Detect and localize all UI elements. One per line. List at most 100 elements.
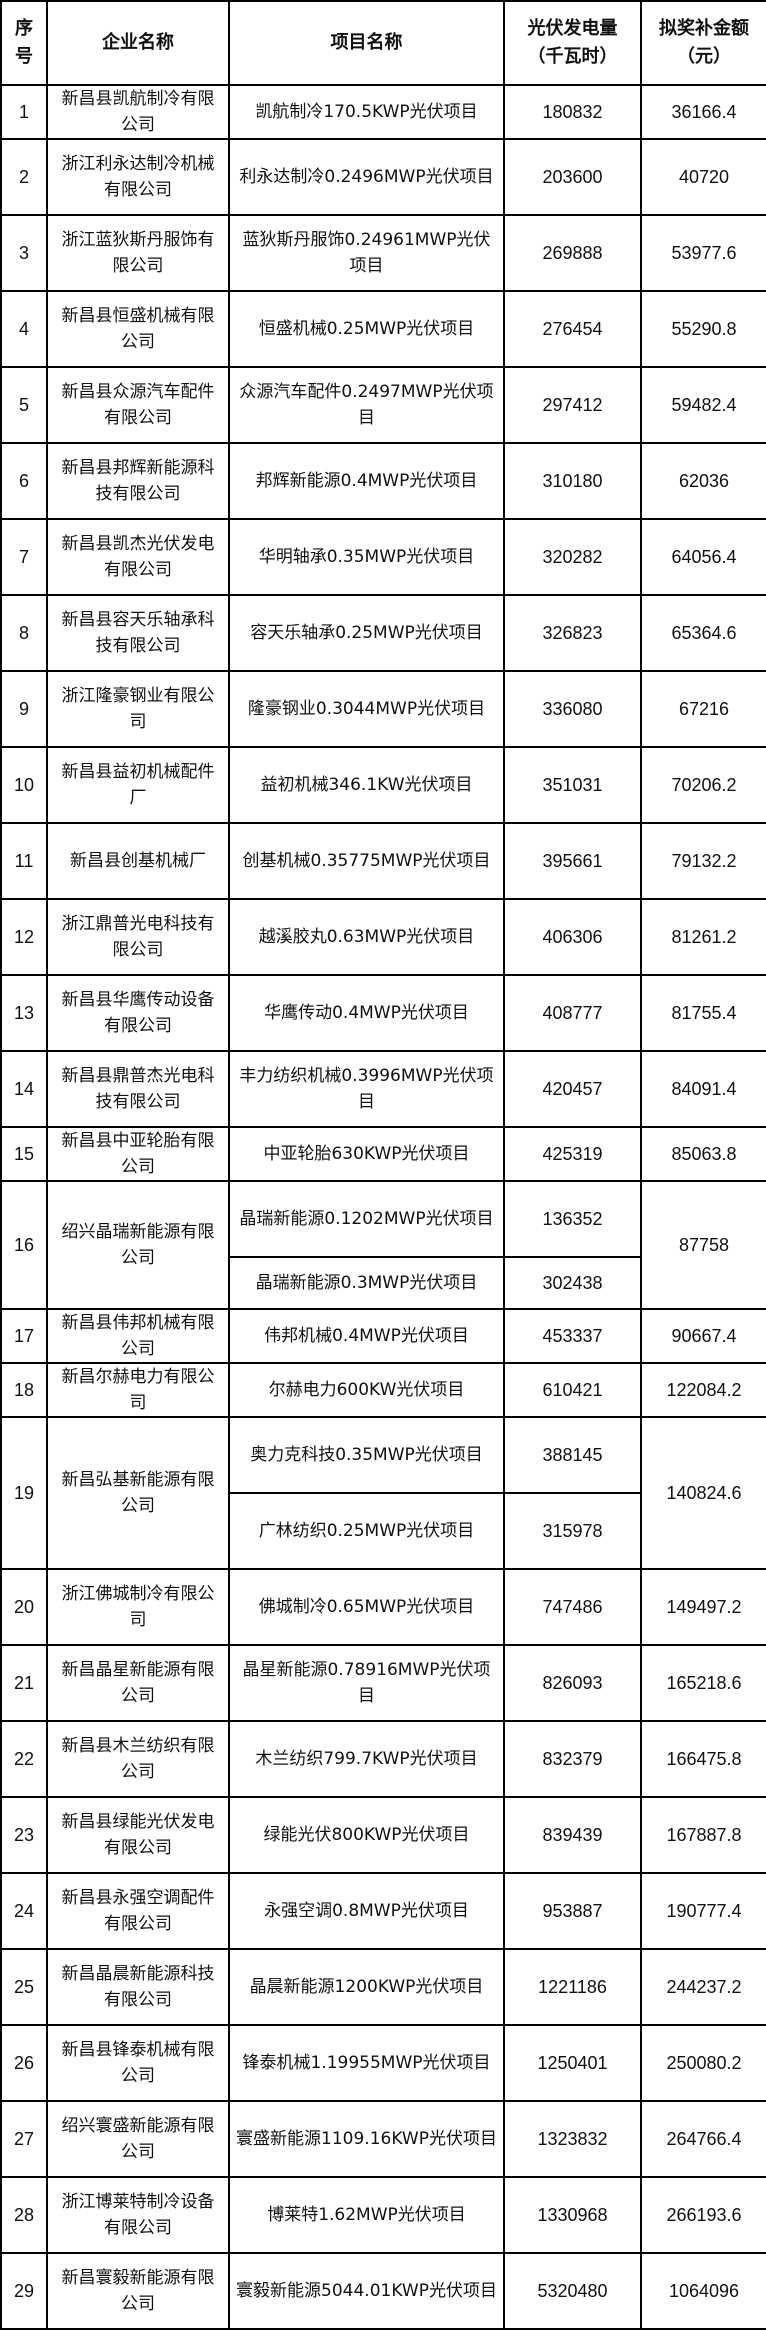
project-name: 晶星新能源0.78916MWP光伏项目 (228, 1644, 505, 1722)
subsidy-amount: 87758 (640, 1180, 766, 1310)
row-number: 19 (0, 1416, 48, 1570)
project-name: 华明轴承0.35MWP光伏项目 (228, 518, 505, 596)
generation-kwh: 425319 (503, 1126, 642, 1182)
company-name: 新昌县恒盛机械有限公司 (46, 290, 230, 368)
project-name: 佛城制冷0.65MWP光伏项目 (228, 1568, 505, 1646)
row-number: 4 (0, 290, 48, 368)
row-number: 12 (0, 898, 48, 976)
subsidy-amount: 266193.6 (640, 2176, 766, 2254)
generation-kwh: 1221186 (503, 1948, 642, 2026)
generation-kwh: 315978 (503, 1492, 642, 1570)
generation-kwh: 406306 (503, 898, 642, 976)
company-name: 新昌晶晨新能源科技有限公司 (46, 1948, 230, 2026)
generation-kwh: 180832 (503, 84, 642, 140)
project-name: 尔赫电力600KW光伏项目 (228, 1362, 505, 1418)
project-name: 晶晨新能源1200KWP光伏项目 (228, 1948, 505, 2026)
project-name: 寰毅新能源5044.01KWP光伏项目 (228, 2252, 505, 2330)
generation-kwh: 310180 (503, 442, 642, 520)
company-name: 新昌县益初机械配件厂 (46, 746, 230, 824)
company-name: 浙江利永达制冷机械有限公司 (46, 138, 230, 216)
subsidy-amount: 90667.4 (640, 1308, 766, 1364)
header-no: 序号 (0, 0, 48, 86)
company-name: 新昌县中亚轮胎有限公司 (46, 1126, 230, 1182)
table-row: 12 浙江鼎普光电科技有限公司 越溪胶丸0.63MWP光伏项目 406306 81261… (0, 898, 766, 976)
company-name: 绍兴寰盛新能源有限公司 (46, 2100, 230, 2178)
generation-kwh: 453337 (503, 1308, 642, 1364)
subsidy-amount: 67216 (640, 670, 766, 748)
row-number: 9 (0, 670, 48, 748)
table-row: 22 新昌县木兰纺织有限公司 木兰纺织799.7KWP光伏项目 832379 16647… (0, 1720, 766, 1798)
row-number: 1 (0, 84, 48, 140)
subsidy-amount: 122084.2 (640, 1362, 766, 1418)
row-number: 20 (0, 1568, 48, 1646)
row-number: 17 (0, 1308, 48, 1364)
header-subsidy: 拟奖补金额（元） (640, 0, 766, 86)
project-name: 广林纺织0.25MWP光伏项目 (228, 1492, 505, 1570)
company-name: 浙江佛城制冷有限公司 (46, 1568, 230, 1646)
company-name: 绍兴晶瑞新能源有限公司 (46, 1180, 230, 1310)
company-name: 新昌晶星新能源有限公司 (46, 1644, 230, 1722)
project-name: 邦辉新能源0.4MWP光伏项目 (228, 442, 505, 520)
table-row: 28 浙江博莱特制冷设备有限公司 博莱特1.62MWP光伏项目 1330968 2661… (0, 2176, 766, 2254)
row-number: 27 (0, 2100, 48, 2178)
generation-kwh: 420457 (503, 1050, 642, 1128)
subsidy-amount: 85063.8 (640, 1126, 766, 1182)
project-name: 创基机械0.35775MWP光伏项目 (228, 822, 505, 900)
generation-kwh: 839439 (503, 1796, 642, 1874)
table-row: 17 新昌县伟邦机械有限公司 伟邦机械0.4MWP光伏项目 453337 90667.4 (0, 1308, 766, 1364)
table-row: 24 新昌县永强空调配件有限公司 永强空调0.8MWP光伏项目 953887 19077… (0, 1872, 766, 1950)
generation-kwh: 336080 (503, 670, 642, 748)
company-name: 新昌县伟邦机械有限公司 (46, 1308, 230, 1364)
company-name: 浙江隆豪钢业有限公司 (46, 670, 230, 748)
table-row: 10 新昌县益初机械配件厂 益初机械346.1KW光伏项目 351031 70206.2 (0, 746, 766, 824)
generation-kwh: 826093 (503, 1644, 642, 1722)
table-row: 23 新昌县绿能光伏发电有限公司 绿能光伏800KWP光伏项目 839439 16788… (0, 1796, 766, 1874)
table-row: 1 新昌县凯航制冷有限公司 凯航制冷170.5KWP光伏项目 180832 36166.… (0, 84, 766, 140)
generation-kwh: 1250401 (503, 2024, 642, 2102)
table-row: 16 绍兴晶瑞新能源有限公司 晶瑞新能源0.1202MWP光伏项目 136352 877… (0, 1180, 766, 1310)
row-number: 8 (0, 594, 48, 672)
subsidy-amount: 40720 (640, 138, 766, 216)
subsidy-amount: 81261.2 (640, 898, 766, 976)
project-name: 利永达制冷0.2496MWP光伏项目 (228, 138, 505, 216)
subsidy-amount: 79132.2 (640, 822, 766, 900)
subsidy-amount: 244237.2 (640, 1948, 766, 2026)
project-name: 凯航制冷170.5KWP光伏项目 (228, 84, 505, 140)
generation-kwh: 351031 (503, 746, 642, 824)
table-row: 14 新昌县鼎普杰光电科技有限公司 丰力纺织机械0.3996MWP光伏项目 42045… (0, 1050, 766, 1128)
generation-kwh: 1323832 (503, 2100, 642, 2178)
row-number: 2 (0, 138, 48, 216)
generation-kwh: 610421 (503, 1362, 642, 1418)
generation-kwh: 953887 (503, 1872, 642, 1950)
table-row: 26 新昌县锋泰机械有限公司 锋泰机械1.19955MWP光伏项目 1250401 25… (0, 2024, 766, 2102)
subsidy-amount: 149497.2 (640, 1568, 766, 1646)
company-name: 新昌县木兰纺织有限公司 (46, 1720, 230, 1798)
table-row: 4 新昌县恒盛机械有限公司 恒盛机械0.25MWP光伏项目 276454 55290.8 (0, 290, 766, 368)
company-name: 新昌寰毅新能源有限公司 (46, 2252, 230, 2330)
row-number: 29 (0, 2252, 48, 2330)
project-name: 木兰纺织799.7KWP光伏项目 (228, 1720, 505, 1798)
company-name: 浙江鼎普光电科技有限公司 (46, 898, 230, 976)
generation-kwh: 395661 (503, 822, 642, 900)
subsidy-amount: 59482.4 (640, 366, 766, 444)
row-number: 24 (0, 1872, 48, 1950)
row-number: 23 (0, 1796, 48, 1874)
project-name: 博莱特1.62MWP光伏项目 (228, 2176, 505, 2254)
generation-kwh: 388145 (503, 1416, 642, 1494)
subsidy-amount: 190777.4 (640, 1872, 766, 1950)
table-row: 6 新昌县邦辉新能源科技有限公司 邦辉新能源0.4MWP光伏项目 310180 6203… (0, 442, 766, 520)
subsidy-amount: 36166.4 (640, 84, 766, 140)
row-number: 25 (0, 1948, 48, 2026)
company-name: 新昌县容天乐轴承科技有限公司 (46, 594, 230, 672)
row-number: 14 (0, 1050, 48, 1128)
generation-kwh: 5320480 (503, 2252, 642, 2330)
generation-kwh: 297412 (503, 366, 642, 444)
project-name: 恒盛机械0.25MWP光伏项目 (228, 290, 505, 368)
project-name: 寰盛新能源1109.16KWP光伏项目 (228, 2100, 505, 2178)
row-number: 16 (0, 1180, 48, 1310)
project-name: 越溪胶丸0.63MWP光伏项目 (228, 898, 505, 976)
project-name: 容天乐轴承0.25MWP光伏项目 (228, 594, 505, 672)
generation-kwh: 747486 (503, 1568, 642, 1646)
subsidy-amount: 70206.2 (640, 746, 766, 824)
